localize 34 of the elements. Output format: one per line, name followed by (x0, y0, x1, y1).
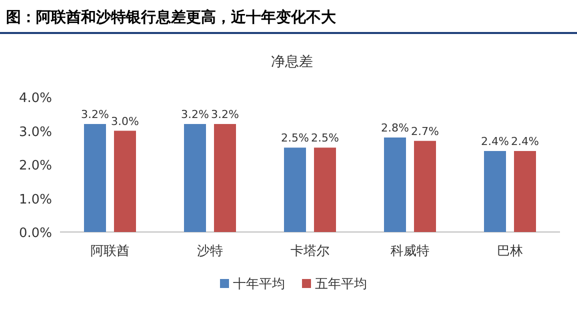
data-label: 2.5% (311, 132, 339, 145)
data-label: 3.2% (211, 108, 239, 121)
bar (284, 148, 306, 232)
data-label: 2.5% (281, 132, 309, 145)
data-label: 2.7% (411, 124, 439, 138)
y-tick-label: 4.0% (18, 91, 52, 106)
data-label: 3.2% (81, 108, 109, 121)
data-label: 2.8% (381, 122, 409, 134)
bar (514, 151, 536, 232)
y-tick-label: 3.0% (18, 124, 52, 140)
data-label: 3.2% (181, 108, 209, 121)
x-tick-label: 阿联酋 (90, 244, 130, 259)
x-tick-label: 巴林 (497, 244, 523, 259)
data-label: 3.0% (111, 114, 139, 128)
bar (214, 124, 236, 232)
bar (484, 151, 506, 232)
legend-label: 十年平均 (233, 277, 285, 292)
chart-subtitle: 净息差 (271, 54, 313, 70)
legend-label: 五年平均 (315, 277, 367, 292)
y-tick-label: 2.0% (18, 158, 52, 174)
chart-title: 图：阿联酋和沙特银行息差更高，近十年变化不大 (6, 8, 337, 26)
data-label: 2.4% (481, 135, 509, 148)
x-tick-label: 科威特 (390, 244, 430, 259)
bar (314, 148, 336, 232)
x-tick-label: 沙特 (197, 244, 223, 259)
data-label: 2.4% (511, 135, 539, 148)
y-tick-label: 1.0% (18, 192, 52, 208)
bar (414, 140, 436, 232)
y-tick-label: 0.0% (18, 226, 52, 241)
bar (114, 130, 136, 232)
bar (184, 124, 206, 232)
x-tick-label: 卡塔尔 (290, 244, 330, 259)
bar (384, 138, 406, 232)
bar (84, 124, 106, 232)
